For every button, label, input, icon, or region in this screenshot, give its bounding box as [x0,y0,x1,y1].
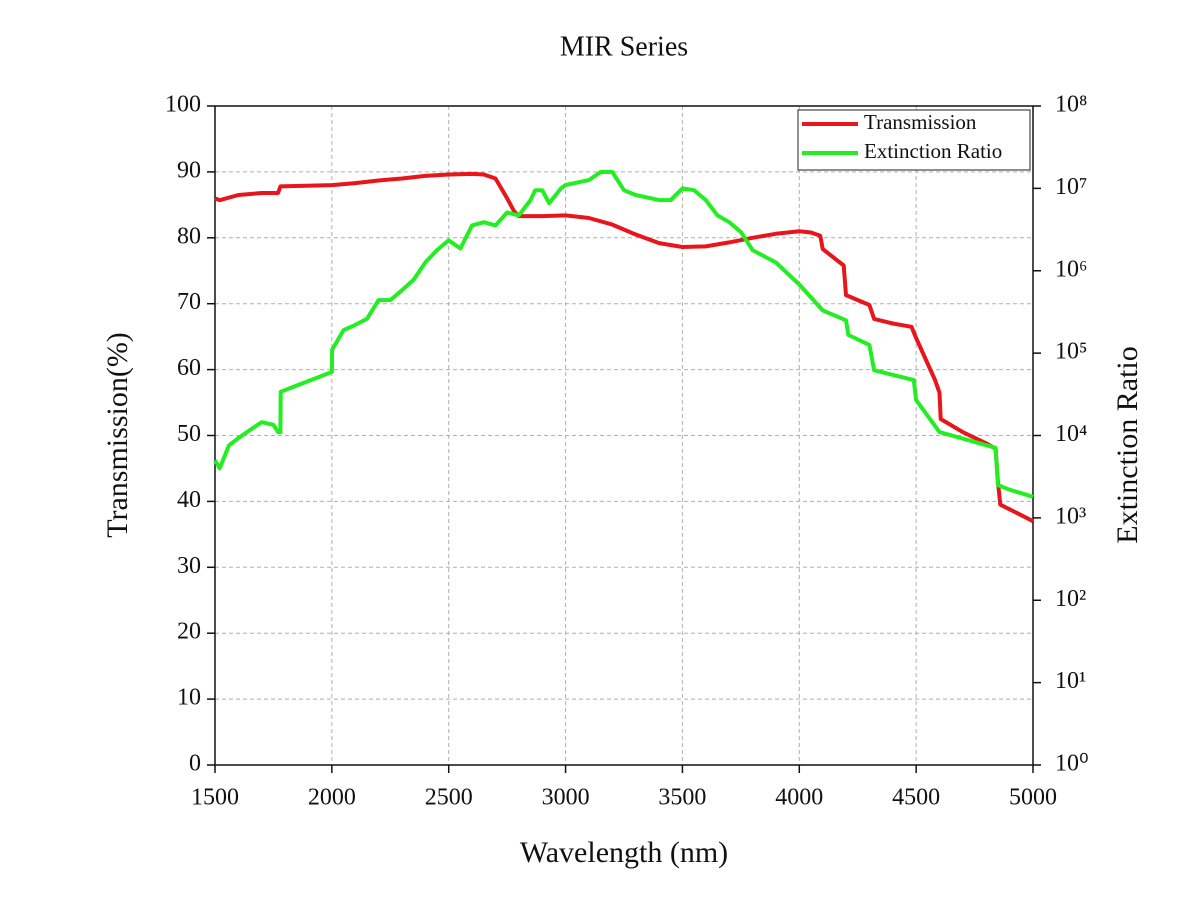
x-tick-label: 4000 [775,785,823,811]
y2-tick-label: 10³ [1055,503,1086,529]
y-tick-label: 30 [177,553,201,579]
y-tick-label: 80 [177,223,201,249]
y-tick-label: 20 [177,619,201,645]
x-tick-label: 1500 [191,785,239,811]
y-axis-label: Transmission(%) [101,332,134,538]
y2-tick-label: 10¹ [1055,668,1086,694]
y2-tick-label: 10² [1055,586,1086,612]
x-tick-label: 5000 [1009,785,1057,811]
y-tick-label: 60 [177,355,201,381]
y-tick-label: 40 [177,487,201,513]
x-tick-label: 2000 [308,785,356,811]
series-line [213,170,1034,499]
y2-tick-label: 10⁵ [1055,339,1087,365]
y-tick-label: 90 [177,157,201,183]
y2-tick-label: 10⁷ [1055,174,1087,200]
y2-tick-label: 10⁴ [1055,421,1087,447]
y-tick-label: 100 [165,92,201,118]
y-tick-label: 70 [177,289,201,315]
x-tick-label: 4500 [892,785,940,811]
y2-tick-label: 10⁰ [1055,751,1089,777]
legend-label: Transmission [864,110,977,134]
chart-title: MIR Series [560,31,688,62]
y-tick-label: 0 [189,751,201,777]
x-tick-label: 3000 [542,785,590,811]
x-tick-label: 2500 [425,785,473,811]
series-line [214,171,1034,523]
y2-axis-label: Extinction Ratio [1111,346,1144,543]
legend-label: Extinction Ratio [864,139,1002,163]
y-tick-label: 10 [177,685,201,711]
y2-tick-label: 10⁸ [1055,92,1087,118]
plot-frame [214,105,1034,766]
x-tick-label: 3500 [658,785,706,811]
x-axis-label: Wavelength (nm) [520,836,728,869]
legend-box [797,109,1031,171]
y2-tick-label: 10⁶ [1055,256,1087,282]
y-tick-label: 50 [177,421,201,447]
